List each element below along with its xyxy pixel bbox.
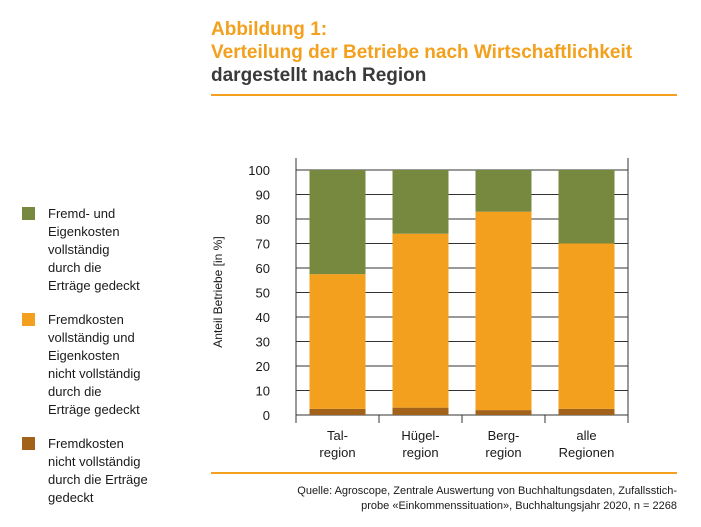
source-line: probe «Einkommenssituation», Buchhaltung… — [361, 500, 677, 512]
bar-segment — [558, 408, 615, 415]
y-tick-label: 10 — [256, 384, 270, 399]
y-tick-label: 100 — [248, 163, 270, 178]
legend-swatch-orange — [22, 313, 35, 326]
legend-label: Fremd- und Eigenkosten vollständig durch… — [48, 205, 208, 295]
y-tick-label: 40 — [256, 310, 270, 325]
legend-line: Fremdkosten — [48, 436, 124, 451]
legend-line: Fremdkosten — [48, 312, 124, 327]
source-note: Quelle: Agroscope, Zentrale Auswertung v… — [211, 484, 677, 514]
figure-label: Abbildung 1: — [211, 19, 328, 40]
x-tick-label: Tal- — [327, 428, 348, 443]
legend-swatch-brown — [22, 437, 35, 450]
legend-line: nicht vollständig — [48, 454, 141, 469]
bar-segment — [475, 211, 532, 411]
legend-line: Erträge gedeckt — [48, 278, 140, 293]
bar-segment — [475, 410, 532, 415]
source-divider — [211, 472, 677, 474]
chart-subtitle: dargestellt nach Region — [211, 65, 427, 86]
legend-line: vollständig und — [48, 330, 135, 345]
y-axis-label: Anteil Betriebe [in %] — [211, 236, 225, 347]
bar-segment — [475, 170, 532, 212]
legend-line: Fremd- und — [48, 206, 116, 221]
bar-segment — [558, 243, 615, 409]
x-tick-label: region — [485, 445, 521, 460]
x-tick-label: Berg- — [488, 428, 520, 443]
x-tick-label: Regionen — [559, 445, 615, 460]
x-tick-label: alle — [576, 428, 596, 443]
legend-line: durch die — [48, 384, 102, 399]
source-line: Quelle: Agroscope, Zentrale Auswertung v… — [297, 485, 677, 497]
x-tick-label: Hügel- — [401, 428, 439, 443]
chart-title: Verteilung der Betriebe nach Wirtschaftl… — [211, 42, 633, 63]
y-tick-label: 60 — [256, 261, 270, 276]
chart-title-block: Abbildung 1: Verteilung der Betriebe nac… — [211, 18, 677, 87]
bar-segment — [309, 408, 366, 415]
legend-label: Fremdkosten nicht vollständig durch die … — [48, 435, 208, 507]
y-tick-label: 80 — [256, 212, 270, 227]
y-tick-label: 30 — [256, 335, 270, 350]
y-tick-label: 0 — [263, 408, 270, 423]
legend-line: Eigenkosten — [48, 224, 120, 239]
legend-line: nicht vollständig — [48, 366, 141, 381]
bar-segment — [309, 274, 366, 409]
legend-line: Eigenkosten — [48, 348, 120, 363]
legend-swatch-green — [22, 207, 35, 220]
legend-line: vollständig — [48, 242, 110, 257]
bar-segment — [392, 170, 449, 234]
legend-label: Fremdkosten vollständig und Eigenkosten … — [48, 311, 208, 419]
legend-line: durch die Erträge — [48, 472, 148, 487]
y-tick-label: 70 — [256, 237, 270, 252]
y-tick-label: 50 — [256, 286, 270, 301]
y-tick-label: 20 — [256, 359, 270, 374]
title-divider — [211, 94, 677, 96]
legend-line: durch die — [48, 260, 102, 275]
x-tick-label: region — [319, 445, 355, 460]
bar-segment — [558, 170, 615, 244]
bar-segment — [309, 170, 366, 275]
legend-line: Erträge gedeckt — [48, 402, 140, 417]
bar-segment — [392, 407, 449, 415]
y-tick-label: 90 — [256, 188, 270, 203]
x-tick-label: region — [402, 445, 438, 460]
bar-segment — [392, 233, 449, 408]
legend-line: gedeckt — [48, 490, 94, 505]
